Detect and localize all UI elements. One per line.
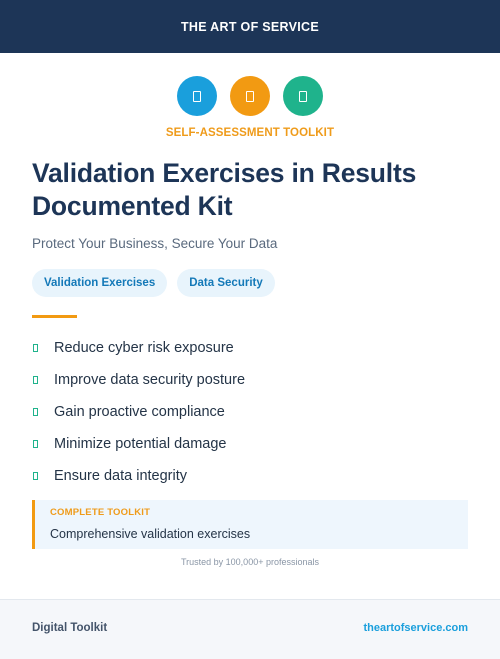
tag-data-security[interactable]: Data Security xyxy=(177,269,275,297)
callout-text: Comprehensive validation exercises xyxy=(50,527,251,541)
page-title: Validation Exercises in Results Document… xyxy=(32,158,417,221)
list-item: Minimize potential damage xyxy=(32,428,472,460)
doc-icon-green xyxy=(283,76,323,116)
tag-validation-exercises[interactable]: Validation Exercises xyxy=(32,269,168,297)
feature-text: Ensure data integrity xyxy=(54,468,187,484)
doc-icon-orange xyxy=(230,76,270,116)
header-bar: THE ART OF SERVICE xyxy=(0,0,500,53)
toolkit-callout: COMPLETE TOOLKIT Comprehensive validatio… xyxy=(32,500,468,549)
check-icon xyxy=(33,472,38,480)
check-icon xyxy=(33,408,38,416)
feature-list: Reduce cyber risk exposure Improve data … xyxy=(32,332,472,492)
check-icon xyxy=(33,344,38,352)
list-item: Improve data security posture xyxy=(32,364,472,396)
footer-bar: Digital Toolkit theartofservice.com xyxy=(0,599,500,659)
feature-text: Improve data security posture xyxy=(54,372,246,388)
list-item: Gain proactive compliance xyxy=(32,396,472,428)
icon-row xyxy=(0,76,500,116)
check-icon xyxy=(33,440,38,448)
subtitle: Protect Your Business, Secure Your Data xyxy=(32,236,278,251)
feature-text: Minimize potential damage xyxy=(54,436,227,452)
feature-text: Reduce cyber risk exposure xyxy=(54,340,234,356)
document-icon xyxy=(246,90,254,102)
kicker-label: SELF-ASSESSMENT TOOLKIT xyxy=(165,127,335,139)
document-icon xyxy=(299,90,307,102)
trust-note: Trusted by 100,000+ professionals xyxy=(180,557,319,567)
accent-divider xyxy=(32,315,77,318)
footer-label: Digital Toolkit xyxy=(32,622,108,634)
check-icon xyxy=(33,376,38,384)
doc-icon-blue xyxy=(177,76,217,116)
feature-text: Gain proactive compliance xyxy=(54,404,225,420)
tag-list: Validation Exercises Data Security xyxy=(32,269,275,297)
website-link[interactable]: theartofservice.com xyxy=(363,622,468,634)
callout-label: COMPLETE TOOLKIT xyxy=(50,507,151,518)
list-item: Reduce cyber risk exposure xyxy=(32,332,472,364)
document-icon xyxy=(193,90,201,102)
list-item: Ensure data integrity xyxy=(32,460,472,492)
brand-name: THE ART OF SERVICE xyxy=(180,19,320,34)
